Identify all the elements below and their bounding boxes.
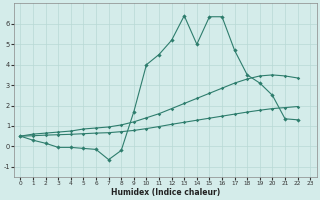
X-axis label: Humidex (Indice chaleur): Humidex (Indice chaleur) [111, 188, 220, 197]
